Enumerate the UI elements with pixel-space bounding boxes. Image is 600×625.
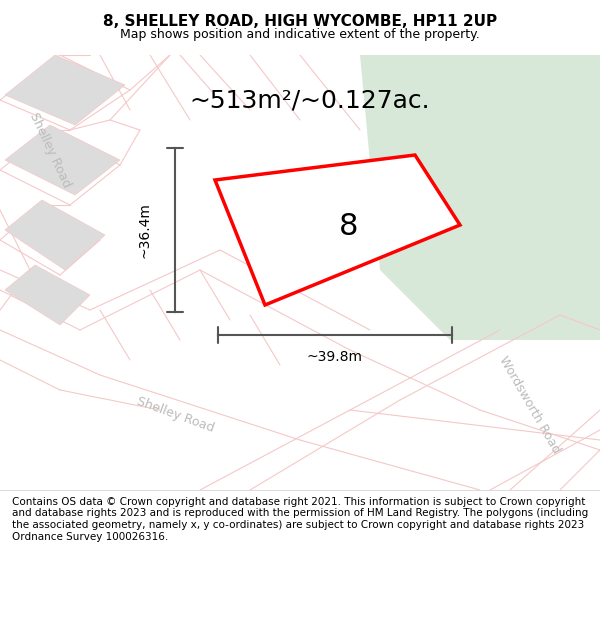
Polygon shape bbox=[5, 125, 120, 195]
Text: Contains OS data © Crown copyright and database right 2021. This information is : Contains OS data © Crown copyright and d… bbox=[12, 497, 588, 541]
Text: ~39.8m: ~39.8m bbox=[307, 350, 363, 364]
Text: Shelley Road: Shelley Road bbox=[27, 111, 73, 189]
Polygon shape bbox=[5, 55, 125, 125]
Text: ~36.4m: ~36.4m bbox=[138, 202, 152, 258]
Polygon shape bbox=[360, 55, 600, 340]
Text: Shelley Road: Shelley Road bbox=[134, 395, 215, 435]
Text: 8, SHELLEY ROAD, HIGH WYCOMBE, HP11 2UP: 8, SHELLEY ROAD, HIGH WYCOMBE, HP11 2UP bbox=[103, 14, 497, 29]
Text: Map shows position and indicative extent of the property.: Map shows position and indicative extent… bbox=[120, 28, 480, 41]
Text: 8: 8 bbox=[339, 212, 359, 241]
Polygon shape bbox=[215, 155, 460, 305]
Polygon shape bbox=[5, 265, 90, 325]
Polygon shape bbox=[5, 200, 105, 270]
Text: Wordsworth Road: Wordsworth Road bbox=[497, 354, 563, 456]
Text: ~513m²/~0.127ac.: ~513m²/~0.127ac. bbox=[190, 88, 430, 112]
